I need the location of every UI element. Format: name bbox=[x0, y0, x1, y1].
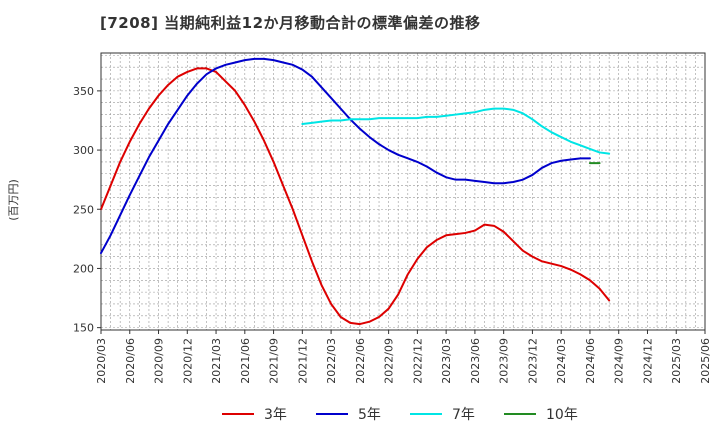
x-tick-label: 2021/09 bbox=[268, 338, 281, 384]
y-axis-label: (百万円) bbox=[7, 179, 20, 221]
legend-label: 5年 bbox=[358, 407, 381, 423]
legend-label: 3年 bbox=[264, 407, 287, 423]
series-lines bbox=[100, 57, 611, 326]
x-tick-label: 2021/06 bbox=[239, 338, 252, 384]
y-axis-ticks: 150 200 250 300 350 bbox=[73, 85, 101, 335]
series-line-3年 bbox=[100, 67, 611, 326]
y-tick-label: 150 bbox=[73, 322, 94, 335]
series-line-5年 bbox=[100, 57, 591, 255]
x-tick-label: 2022/06 bbox=[354, 338, 367, 384]
x-tick-label: 2024/09 bbox=[613, 338, 626, 384]
x-tick-label: 2022/12 bbox=[411, 338, 424, 384]
x-tick-label: 2022/03 bbox=[325, 338, 338, 384]
plot-frame bbox=[100, 52, 706, 331]
y-tick-label: 350 bbox=[73, 85, 94, 98]
x-tick-label: 2020/12 bbox=[181, 338, 194, 384]
x-tick-label: 2023/09 bbox=[498, 338, 511, 384]
grid bbox=[101, 53, 705, 330]
x-tick-label: 2022/09 bbox=[383, 338, 396, 384]
x-tick-label: 2021/12 bbox=[296, 338, 309, 384]
x-tick-label: 2023/12 bbox=[526, 338, 539, 384]
legend: 3年 5年 7年 10年 bbox=[222, 407, 578, 423]
series-line-7年 bbox=[301, 107, 611, 155]
legend-label: 7年 bbox=[452, 407, 475, 423]
x-axis-ticks: 2020/03 2020/06 2020/09 2020/12 2021/03 2021/… bbox=[95, 330, 712, 384]
x-tick-label: 2025/06 bbox=[699, 338, 712, 384]
x-tick-label: 2023/03 bbox=[440, 338, 453, 384]
x-tick-label: 2025/03 bbox=[670, 338, 683, 384]
x-tick-label: 2024/03 bbox=[555, 338, 568, 384]
y-tick-label: 200 bbox=[73, 262, 94, 275]
y-tick-label: 250 bbox=[73, 203, 94, 216]
x-tick-label: 2020/06 bbox=[124, 338, 137, 384]
x-tick-label: 2020/09 bbox=[153, 338, 166, 384]
legend-label: 10年 bbox=[546, 407, 578, 423]
x-tick-label: 2023/06 bbox=[469, 338, 482, 384]
x-tick-label: 2024/12 bbox=[641, 338, 654, 384]
chart-title: [7208] 当期純利益12か月移動合計の標準偏差の推移 bbox=[100, 14, 481, 32]
x-tick-label: 2024/06 bbox=[584, 338, 597, 384]
x-tick-label: 2020/03 bbox=[95, 338, 108, 384]
y-tick-label: 300 bbox=[73, 144, 94, 157]
x-tick-label: 2021/03 bbox=[210, 338, 223, 384]
